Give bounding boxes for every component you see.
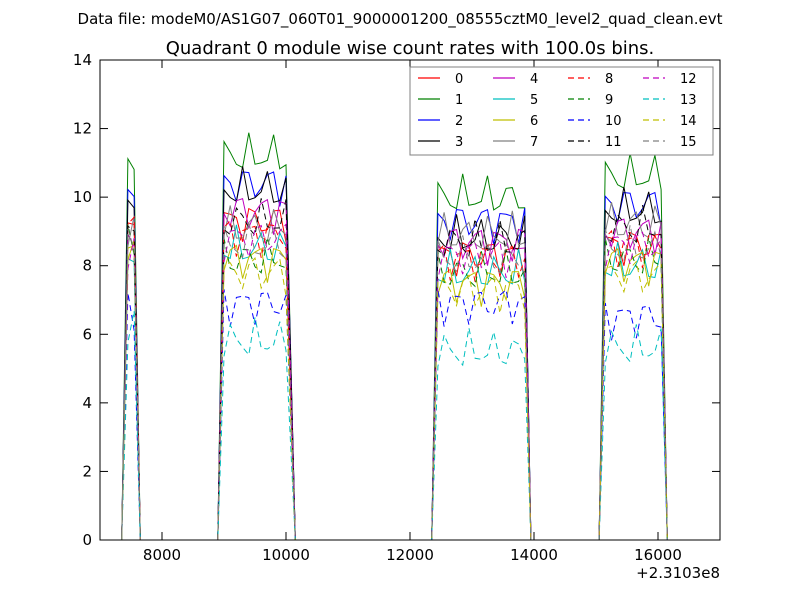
- series-line-15: [121, 221, 668, 541]
- legend-label-13: 13: [680, 93, 697, 108]
- legend-label-0: 0: [455, 72, 463, 87]
- series-line-8: [121, 216, 668, 541]
- y-tick-label: 14: [73, 51, 92, 69]
- series-line-13: [121, 310, 668, 541]
- legend-label-3: 3: [455, 135, 463, 150]
- series-layer: [121, 132, 668, 541]
- legend-label-8: 8: [605, 72, 613, 87]
- series-line-12: [121, 223, 668, 541]
- x-tick-label: 12000: [386, 546, 434, 564]
- legend-label-7: 7: [530, 135, 538, 150]
- y-tick-label: 10: [73, 188, 92, 206]
- legend-label-2: 2: [455, 114, 463, 129]
- chart-suptitle: Data file: modeM0/AS1G07_060T01_90000012…: [78, 10, 723, 29]
- series-line-0: [121, 207, 668, 541]
- x-offset-label: +2.3103e8: [636, 564, 720, 582]
- x-tick-label: 10000: [262, 546, 310, 564]
- legend-label-9: 9: [605, 93, 613, 108]
- series-line-9: [121, 224, 668, 541]
- legend-label-1: 1: [455, 93, 463, 108]
- chart-title: Quadrant 0 module wise count rates with …: [166, 38, 655, 59]
- legend-label-11: 11: [605, 135, 622, 150]
- series-line-3: [121, 166, 668, 541]
- legend-label-14: 14: [680, 114, 697, 129]
- x-tick-label: 16000: [634, 546, 682, 564]
- y-tick-label: 12: [73, 120, 92, 138]
- y-tick-label: 8: [82, 257, 92, 275]
- series-line-6: [121, 239, 668, 541]
- y-tick-label: 2: [82, 462, 92, 480]
- y-tick-label: 0: [82, 531, 92, 549]
- x-tick-label: 8000: [143, 546, 181, 564]
- legend-label-5: 5: [530, 93, 538, 108]
- legend-label-10: 10: [605, 114, 622, 129]
- legend-label-12: 12: [680, 72, 697, 87]
- legend-label-15: 15: [680, 135, 697, 150]
- legend-label-6: 6: [530, 114, 538, 129]
- series-line-7: [121, 201, 668, 541]
- y-tick-label: 6: [82, 325, 92, 343]
- series-line-14: [121, 244, 668, 541]
- legend-label-4: 4: [530, 72, 538, 87]
- series-line-10: [121, 288, 668, 541]
- series-line-11: [121, 198, 668, 541]
- series-line-4: [121, 197, 668, 541]
- y-tick-label: 4: [82, 394, 92, 412]
- legend-frame: [409, 66, 714, 156]
- x-tick-label: 14000: [510, 546, 558, 564]
- series-line-1: [121, 132, 668, 541]
- series-line-2: [121, 171, 668, 541]
- series-line-5: [121, 224, 668, 541]
